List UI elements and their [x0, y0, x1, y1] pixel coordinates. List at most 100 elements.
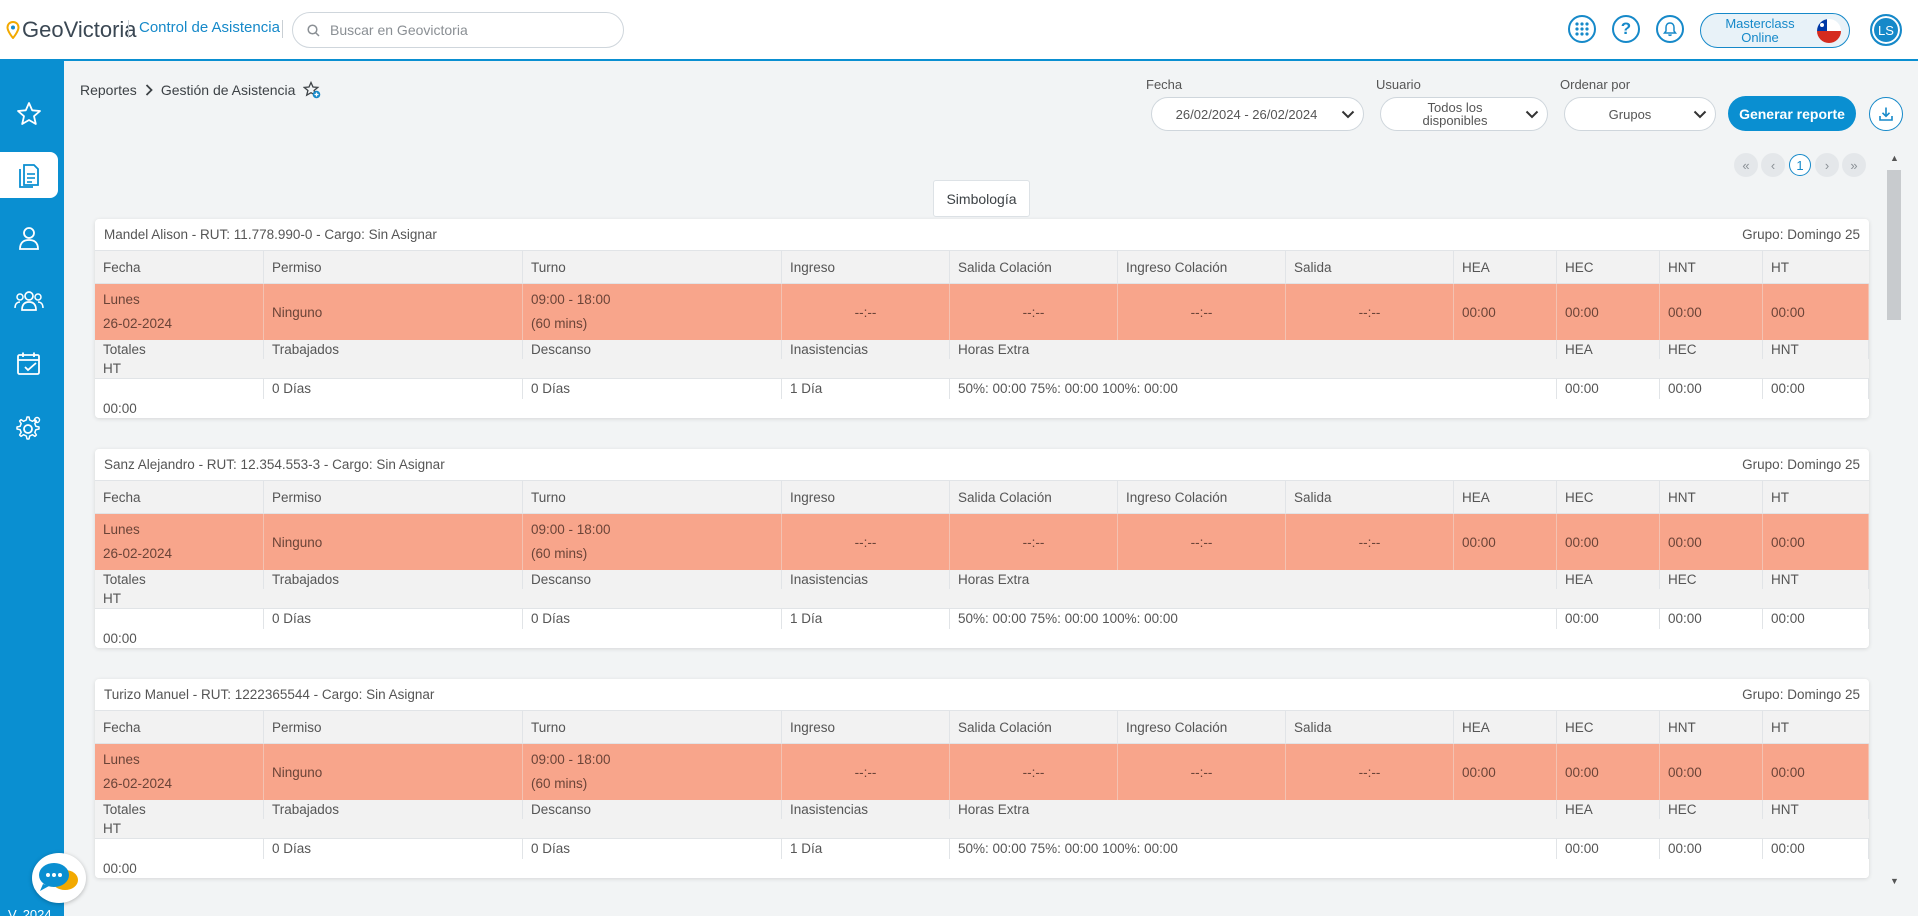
masterclass-line1: Masterclass	[1725, 16, 1795, 31]
cell-hec: 00:00	[1557, 514, 1660, 570]
usuario-value: Todos los disponibles	[1381, 101, 1517, 127]
tot-hea: 00:00	[1557, 609, 1660, 629]
simbologia-button[interactable]: Simbología	[933, 180, 1030, 217]
usuario-value-line2: disponibles	[1422, 113, 1488, 128]
cell-ingreso-colacion: --:--	[1118, 514, 1286, 570]
chile-flag-icon	[1817, 19, 1841, 43]
column-header: Salida Colación	[950, 251, 1118, 283]
column-header: HNT	[1660, 481, 1763, 513]
tot-hec: 00:00	[1660, 379, 1763, 399]
employee-report-card: Mandel Alison - RUT: 11.778.990-0 - Carg…	[95, 219, 1869, 418]
search-bar[interactable]	[292, 12, 624, 48]
module-title[interactable]: Control de Asistencia	[139, 19, 280, 36]
pagination-last[interactable]: »	[1842, 153, 1866, 177]
sidebar-item-groups[interactable]	[0, 278, 58, 324]
tot-inasistencias: 1 Día	[782, 379, 950, 399]
geovictoria-logo[interactable]: GeoVictoria	[6, 17, 137, 43]
table-row[interactable]: Lunes 26-02-2024 Ninguno 09:00 - 18:00 (…	[95, 514, 1869, 570]
totals-header: Totales	[95, 570, 264, 589]
cell-day: Lunes	[103, 752, 140, 767]
totals-values-row: 0 Días 0 Días 1 Día 50%: 00:00 75%: 00:0…	[95, 839, 1869, 878]
column-header: Ingreso Colación	[1118, 711, 1286, 743]
tot-hnt: 00:00	[1763, 379, 1869, 399]
cell-ht: 00:00	[1763, 514, 1869, 570]
column-header: HEA	[1454, 481, 1557, 513]
favorite-add-icon[interactable]	[303, 81, 321, 99]
ordenar-select[interactable]: Grupos	[1564, 97, 1716, 131]
totals-header: HT	[103, 361, 121, 376]
cell-turno: 09:00 - 18:00 (60 mins)	[523, 514, 782, 570]
sidebar-item-settings[interactable]	[0, 405, 58, 451]
bell-icon[interactable]	[1656, 15, 1684, 43]
cell-hea: 00:00	[1454, 284, 1557, 340]
cell-salida-colacion: --:--	[950, 284, 1118, 340]
masterclass-online-button[interactable]: Masterclass Online	[1700, 13, 1850, 48]
help-icon[interactable]: ?	[1612, 15, 1640, 43]
table-row[interactable]: Lunes 26-02-2024 Ninguno 09:00 - 18:00 (…	[95, 744, 1869, 800]
cell-date: 26-02-2024	[103, 776, 173, 791]
sidebar-item-reports[interactable]	[0, 152, 58, 198]
cell-turno-time: 09:00 - 18:00	[531, 752, 611, 767]
cell-date: 26-02-2024	[103, 316, 173, 331]
cell-salida: --:--	[1286, 514, 1454, 570]
user-avatar[interactable]: LS	[1870, 14, 1902, 46]
tot-ht: 00:00	[103, 630, 137, 646]
scrollbar-thumb[interactable]	[1887, 170, 1901, 320]
sidebar: V. 2024	[0, 61, 64, 916]
usuario-select[interactable]: Todos los disponibles	[1380, 97, 1548, 131]
column-header: HT	[1771, 719, 1789, 735]
column-header: Fecha	[95, 711, 264, 743]
employee-group: Grupo: Domingo 25	[1742, 227, 1860, 242]
chat-support-button[interactable]	[32, 853, 86, 903]
column-header: Fecha	[95, 251, 264, 283]
employee-title: Mandel Alison - RUT: 11.778.990-0 - Carg…	[104, 227, 437, 242]
tot-horas-extra: 50%: 00:00 75%: 00:00 100%: 00:00	[950, 839, 1557, 859]
search-input[interactable]	[330, 22, 610, 38]
employee-title: Sanz Alejandro - RUT: 12.354.553-3 - Car…	[104, 457, 445, 472]
scroll-up-arrow[interactable]: ▲	[1890, 153, 1899, 163]
tot-inasistencias: 1 Día	[782, 839, 950, 859]
sidebar-item-calendar[interactable]	[0, 341, 58, 387]
totals-header: Totales	[95, 800, 264, 819]
totals-header: Inasistencias	[782, 570, 950, 589]
employee-header: Turizo Manuel - RUT: 1222365544 - Cargo:…	[95, 679, 1869, 711]
cell-salida-colacion: --:--	[950, 514, 1118, 570]
fecha-range-select[interactable]: 26/02/2024 - 26/02/2024	[1151, 97, 1364, 131]
fecha-value: 26/02/2024 - 26/02/2024	[1175, 106, 1318, 122]
pagination-first[interactable]: «	[1734, 153, 1758, 177]
generate-report-button[interactable]: Generar reporte	[1728, 96, 1856, 131]
tot-trabajados: 0 Días	[264, 379, 523, 399]
employee-report-card: Turizo Manuel - RUT: 1222365544 - Cargo:…	[95, 679, 1869, 878]
masterclass-line2: Online	[1741, 30, 1779, 45]
cell-turno: 09:00 - 18:00 (60 mins)	[523, 284, 782, 340]
sidebar-item-user[interactable]	[0, 215, 58, 261]
cell-salida-colacion: --:--	[950, 744, 1118, 800]
calendar-icon	[17, 352, 40, 375]
divider	[128, 20, 129, 38]
chat-icon	[39, 863, 78, 891]
download-button[interactable]	[1869, 97, 1903, 131]
cell-hea: 00:00	[1454, 744, 1557, 800]
table-header-row: Fecha Permiso Turno Ingreso Salida Colación I…	[95, 711, 1869, 744]
column-header: HT	[1771, 489, 1789, 505]
pagination-page-current[interactable]: 1	[1789, 154, 1811, 176]
cell-turno: 09:00 - 18:00 (60 mins)	[523, 744, 782, 800]
cell-permiso: Ninguno	[264, 514, 523, 570]
column-header: Permiso	[264, 711, 523, 743]
breadcrumb-root[interactable]: Reportes	[80, 82, 137, 98]
sidebar-item-favorites[interactable]	[0, 91, 58, 137]
users-group-icon	[14, 291, 44, 311]
totals-header: HEC	[1660, 570, 1763, 589]
apps-grid-icon[interactable]	[1568, 15, 1596, 43]
scroll-down-arrow[interactable]: ▼	[1890, 876, 1899, 886]
pagination-next[interactable]: ›	[1815, 153, 1839, 177]
totals-header-row: Totales Trabajados Descanso Inasistencia…	[95, 340, 1869, 379]
table-row[interactable]: Lunes 26-02-2024 Ninguno 09:00 - 18:00 (…	[95, 284, 1869, 340]
cell-turno-break: (60 mins)	[531, 316, 588, 331]
cell-turno-break: (60 mins)	[531, 776, 588, 791]
cell-turno-time: 09:00 - 18:00	[531, 522, 611, 537]
breadcrumb-current: Gestión de Asistencia	[160, 82, 296, 98]
pagination-prev[interactable]: ‹	[1761, 153, 1785, 177]
cell-permiso: Ninguno	[264, 284, 523, 340]
ordenar-value: Grupos	[1608, 106, 1652, 122]
